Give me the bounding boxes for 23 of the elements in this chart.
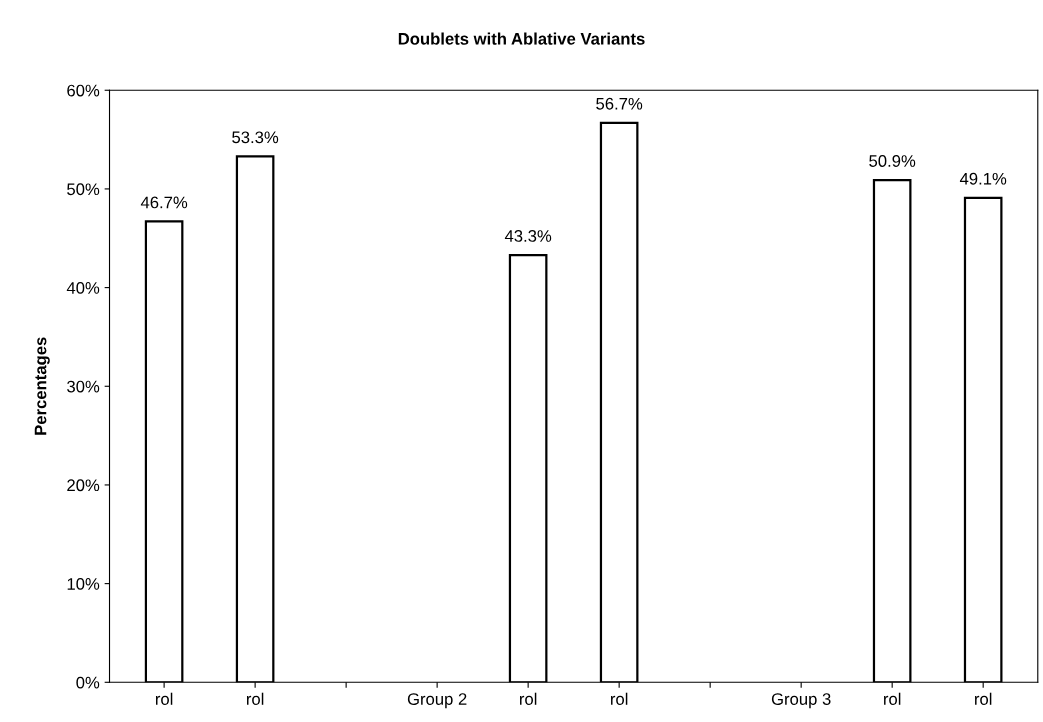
x-tick-label: rol	[884, 692, 901, 705]
y-tick-label: 0%	[76, 676, 100, 689]
y-tick-label: 60%	[67, 84, 100, 97]
data-label: 46.7%	[140, 196, 188, 209]
x-tick-label: Group 3	[771, 693, 831, 709]
data-label: 49.1%	[959, 172, 1007, 185]
x-tick-label: rol	[519, 692, 537, 705]
x-tick-label: rol	[611, 692, 628, 705]
data-label: 56.7%	[596, 97, 643, 110]
data-label: 53.3%	[232, 131, 279, 144]
y-tick-label: 10%	[67, 578, 100, 590]
x-tick-label: rol	[246, 692, 264, 705]
x-tick-label: Group 2	[407, 693, 467, 709]
y-axis-title: Percentages	[34, 337, 50, 435]
chart-title: Doublets with Ablative Variants	[398, 32, 645, 45]
y-tick-label: 30%	[67, 380, 100, 393]
x-tick-label: rol	[155, 692, 173, 705]
data-label: 50.9%	[869, 155, 916, 167]
data-label: 43.3%	[504, 230, 552, 242]
x-tick-label: rol	[975, 692, 992, 705]
y-tick-label: 40%	[66, 282, 100, 294]
y-tick-label: 20%	[67, 479, 100, 492]
y-tick-label: 50%	[67, 183, 100, 196]
